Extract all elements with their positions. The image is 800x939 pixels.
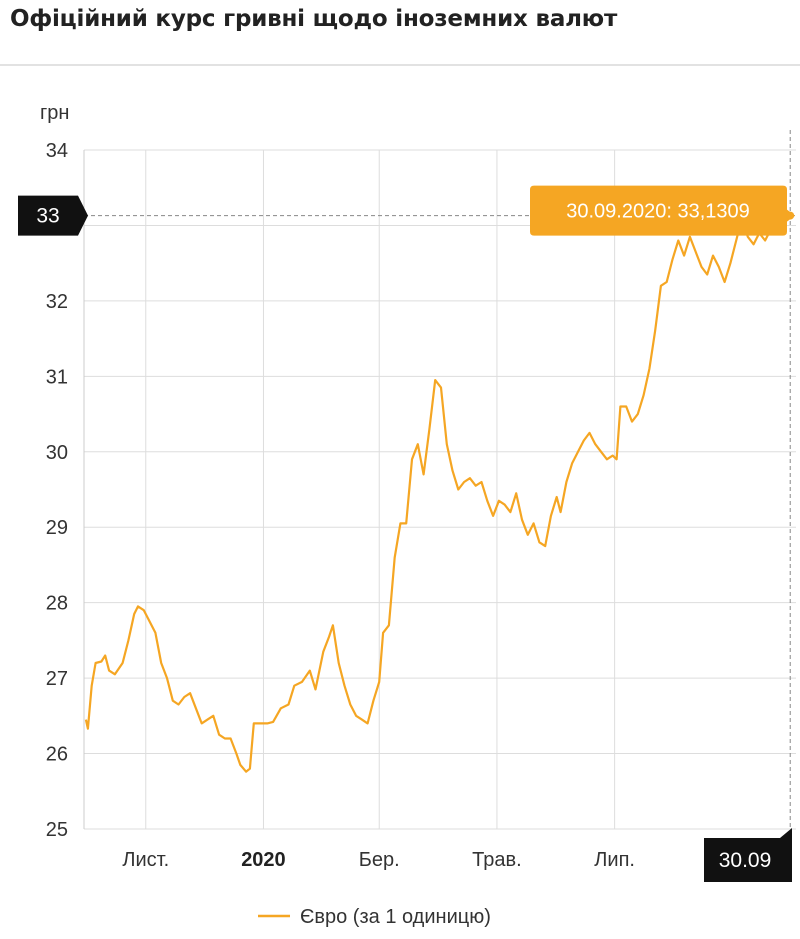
crosshair-x-label: 30.09 — [719, 849, 772, 872]
y-tick-label: 28 — [46, 593, 68, 615]
title-divider — [0, 64, 800, 66]
x-gridlines — [145, 150, 616, 829]
x-tick-label: Лип. — [594, 849, 635, 871]
x-tick-label: Трав. — [472, 849, 522, 871]
legend-label-euro: Євро (за 1 одиницю) — [300, 906, 491, 928]
y-tick-label: 31 — [46, 366, 68, 388]
page-title: Офіційний курс гривні щодо іноземних вал… — [10, 6, 618, 32]
y-axis-unit-label: грн — [40, 102, 69, 124]
crosshair-y-badge-shape — [18, 195, 88, 236]
crosshair-x-badge: 30.09 — [704, 828, 792, 882]
x-tick-label: Лист. — [122, 849, 169, 871]
x-axis-ticks: Лист. 2020 Бер. Трав. Лип. — [122, 849, 635, 871]
crosshair-x-badge-shape — [704, 828, 792, 882]
y-tick-label: 34 — [46, 140, 68, 162]
y-gridlines — [84, 149, 796, 830]
y-tick-label: 25 — [46, 819, 68, 841]
series-line-euro[interactable] — [84, 214, 791, 773]
y-axis-ticks: 25262728293031323334 — [46, 140, 68, 841]
x-tick-label: 2020 — [241, 849, 286, 871]
x-tick-label: Бер. — [359, 849, 400, 871]
crosshair-y-label: 33 — [36, 205, 59, 228]
y-tick-label: 26 — [46, 744, 68, 766]
tooltip-text: 30.09.2020: 33,1309 — [566, 201, 750, 223]
hover-point-marker — [786, 211, 795, 220]
y-tick-label: 29 — [46, 517, 68, 539]
crosshair-y-badge: 33 — [18, 195, 88, 236]
tooltip: 30.09.2020: 33,1309 — [530, 185, 795, 236]
y-tick-label: 32 — [46, 291, 68, 313]
legend[interactable]: Євро (за 1 одиницю) — [258, 906, 491, 928]
tooltip-shape — [530, 185, 795, 236]
y-tick-label: 30 — [46, 442, 68, 464]
y-tick-label: 27 — [46, 668, 68, 690]
